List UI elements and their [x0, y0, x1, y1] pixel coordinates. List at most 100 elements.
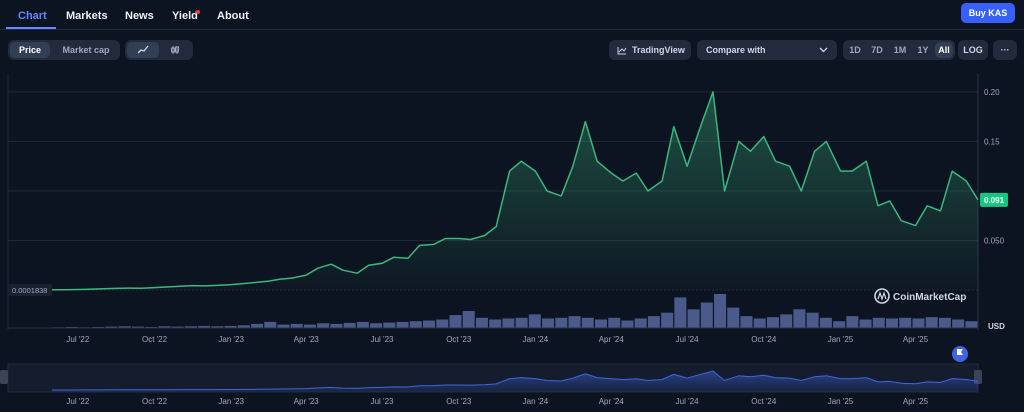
- volume-bar: [581, 317, 594, 328]
- price-point: [940, 210, 942, 212]
- line-chart-icon[interactable]: [127, 42, 159, 58]
- x-tick-label: Jul '23: [371, 335, 394, 344]
- tab-news[interactable]: News: [125, 10, 154, 22]
- price-point: [77, 289, 79, 291]
- price-point: [951, 170, 953, 172]
- price-line: [51, 91, 979, 291]
- y-tick-label: 0.050: [984, 236, 1005, 245]
- volume-bar: [753, 318, 766, 328]
- price-point: [484, 235, 486, 237]
- flag-icon: [957, 349, 963, 359]
- price-point: [140, 287, 142, 289]
- price-point: [433, 244, 435, 246]
- low-price-label: 0.0001838: [12, 286, 47, 295]
- volume-bar: [846, 316, 859, 328]
- buy-button[interactable]: Buy KAS: [961, 3, 1015, 23]
- chart-style-toggle: [125, 40, 193, 60]
- price-point: [763, 136, 765, 138]
- price-point: [230, 284, 232, 286]
- price-point: [407, 258, 409, 260]
- price-point: [775, 160, 777, 162]
- price-point: [977, 199, 979, 201]
- volume-bar: [396, 321, 409, 328]
- x-tick-label: Oct '24: [751, 335, 777, 344]
- price-point: [115, 288, 117, 290]
- range-all[interactable]: All: [935, 42, 953, 58]
- coinmarketcap-logo-mark: [877, 291, 887, 301]
- price-point: [445, 238, 447, 240]
- chart-svg: 0.050 0.15 0.20 0.091 0.0001838 USD CoinMarket…: [0, 74, 1008, 406]
- current-price-label: 0.091: [984, 196, 1005, 205]
- x-tick-label: Jul '22: [66, 335, 89, 344]
- price-point: [966, 180, 968, 182]
- log-toggle[interactable]: LOG: [958, 40, 988, 60]
- price-point: [724, 190, 726, 192]
- volume-bar: [859, 319, 872, 328]
- volume-bar: [780, 314, 793, 328]
- price-point: [242, 283, 244, 285]
- tab-yield[interactable]: Yield: [172, 10, 198, 22]
- price-area: [52, 91, 978, 291]
- low-price-badge: [8, 284, 52, 296]
- range-selector: 1D 7D 1M 1Y All: [843, 40, 955, 60]
- price-point: [877, 205, 879, 207]
- navigator-area: [52, 371, 978, 392]
- volume-bar: [938, 317, 951, 328]
- price-point: [154, 287, 156, 289]
- price-point: [738, 141, 740, 143]
- range-1m[interactable]: 1M: [893, 45, 907, 55]
- volume-bar: [383, 322, 396, 328]
- volume-bar: [687, 309, 700, 328]
- volume-bar: [105, 326, 118, 328]
- price-point: [698, 131, 700, 133]
- volume-bar: [158, 326, 171, 328]
- volume-bar: [899, 317, 912, 328]
- price-point: [889, 200, 891, 202]
- price-point: [915, 225, 917, 227]
- price-point: [191, 285, 193, 287]
- chart-line-icon: [617, 46, 627, 54]
- volume-bar: [819, 317, 832, 328]
- price-point: [393, 257, 395, 259]
- price-point: [901, 220, 903, 222]
- navigator-x-tick-label: Jul '23: [371, 397, 394, 406]
- price-point: [381, 262, 383, 264]
- volume-bar: [872, 317, 885, 328]
- price-point: [520, 160, 522, 162]
- compare-label: Compare with: [706, 45, 766, 55]
- candlestick-icon[interactable]: [159, 42, 191, 58]
- volume-bar: [700, 302, 713, 328]
- volume-bar: [423, 320, 436, 328]
- price-point: [546, 190, 548, 192]
- price-point: [205, 285, 207, 287]
- tab-chart[interactable]: Chart: [18, 10, 47, 22]
- price-point: [826, 141, 828, 143]
- range-1y[interactable]: 1Y: [917, 45, 929, 55]
- range-1d[interactable]: 1D: [849, 45, 861, 55]
- tab-markets[interactable]: Markets: [66, 10, 108, 22]
- volume-bar: [634, 318, 647, 328]
- more-button[interactable]: ···: [993, 40, 1017, 60]
- price-point: [686, 165, 688, 167]
- price-toggle[interactable]: Price: [10, 42, 50, 58]
- marketcap-toggle[interactable]: Market cap: [62, 45, 110, 55]
- price-point: [509, 170, 511, 172]
- price-point: [419, 245, 421, 247]
- navigator-x-tick-label: Jan '25: [828, 397, 854, 406]
- price-point: [635, 172, 637, 174]
- price-point: [673, 126, 675, 128]
- navigator-x-tick-label: Jan '24: [523, 397, 549, 406]
- tradingview-button[interactable]: TradingView: [609, 40, 691, 60]
- range-7d[interactable]: 7D: [871, 45, 883, 55]
- price-point: [305, 274, 307, 276]
- price-point: [330, 263, 332, 265]
- watermark-label: CoinMarketCap: [893, 292, 966, 303]
- volume-bar: [515, 317, 528, 328]
- tab-about[interactable]: About: [217, 10, 249, 22]
- volume-bar: [198, 325, 211, 328]
- navigator-x-tick-label: Apr '25: [903, 397, 929, 406]
- price-point: [356, 272, 358, 274]
- compare-dropdown[interactable]: Compare with: [697, 40, 837, 60]
- price-point: [572, 165, 574, 167]
- price-point: [585, 121, 587, 123]
